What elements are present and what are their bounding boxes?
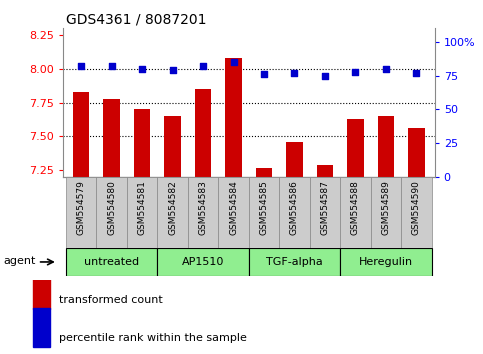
Bar bbox=[157, 177, 188, 248]
Bar bbox=[96, 177, 127, 248]
Bar bbox=[249, 248, 340, 276]
Bar bbox=[256, 167, 272, 177]
Bar bbox=[249, 177, 279, 248]
Point bbox=[138, 66, 146, 72]
Point bbox=[229, 59, 237, 65]
Point bbox=[260, 72, 268, 77]
Bar bbox=[408, 129, 425, 177]
Text: transformed count: transformed count bbox=[59, 296, 163, 306]
Text: GSM554588: GSM554588 bbox=[351, 181, 360, 235]
Point bbox=[382, 66, 390, 72]
Text: GSM554589: GSM554589 bbox=[382, 181, 390, 235]
Bar bbox=[340, 248, 432, 276]
Bar bbox=[279, 177, 310, 248]
Text: GSM554580: GSM554580 bbox=[107, 181, 116, 235]
Text: GSM554585: GSM554585 bbox=[259, 181, 269, 235]
Bar bbox=[218, 177, 249, 248]
Bar bbox=[401, 177, 432, 248]
Text: untreated: untreated bbox=[84, 257, 139, 267]
Bar bbox=[66, 248, 157, 276]
Bar bbox=[73, 92, 89, 177]
Point bbox=[412, 70, 420, 76]
Point bbox=[77, 63, 85, 69]
Bar bbox=[188, 177, 218, 248]
Text: GSM554582: GSM554582 bbox=[168, 181, 177, 235]
Point bbox=[352, 69, 359, 74]
Text: GSM554584: GSM554584 bbox=[229, 181, 238, 235]
Point bbox=[321, 73, 329, 79]
Text: TGF-alpha: TGF-alpha bbox=[266, 257, 323, 267]
Bar bbox=[225, 58, 242, 177]
Point bbox=[291, 70, 298, 76]
Bar bbox=[66, 177, 96, 248]
Text: percentile rank within the sample: percentile rank within the sample bbox=[59, 333, 247, 343]
Bar bbox=[103, 99, 120, 177]
Text: GSM554579: GSM554579 bbox=[77, 181, 85, 235]
Text: GSM554586: GSM554586 bbox=[290, 181, 299, 235]
Bar bbox=[33, 308, 50, 347]
Bar bbox=[33, 271, 50, 309]
Text: GSM554587: GSM554587 bbox=[320, 181, 329, 235]
Bar bbox=[370, 177, 401, 248]
Point bbox=[199, 63, 207, 69]
Bar bbox=[378, 116, 394, 177]
Point bbox=[169, 67, 176, 73]
Text: GSM554581: GSM554581 bbox=[138, 181, 146, 235]
Text: agent: agent bbox=[3, 256, 36, 266]
Bar bbox=[195, 89, 212, 177]
Text: AP1510: AP1510 bbox=[182, 257, 224, 267]
Text: Heregulin: Heregulin bbox=[359, 257, 413, 267]
Bar bbox=[347, 119, 364, 177]
Bar bbox=[127, 177, 157, 248]
Bar bbox=[310, 177, 340, 248]
Point bbox=[108, 63, 115, 69]
Bar bbox=[340, 177, 370, 248]
Text: GSM554590: GSM554590 bbox=[412, 181, 421, 235]
Text: GDS4361 / 8087201: GDS4361 / 8087201 bbox=[66, 13, 206, 27]
Bar bbox=[316, 165, 333, 177]
Bar bbox=[164, 116, 181, 177]
Text: GSM554583: GSM554583 bbox=[199, 181, 208, 235]
Bar bbox=[134, 109, 150, 177]
Bar bbox=[286, 142, 303, 177]
Bar bbox=[157, 248, 249, 276]
